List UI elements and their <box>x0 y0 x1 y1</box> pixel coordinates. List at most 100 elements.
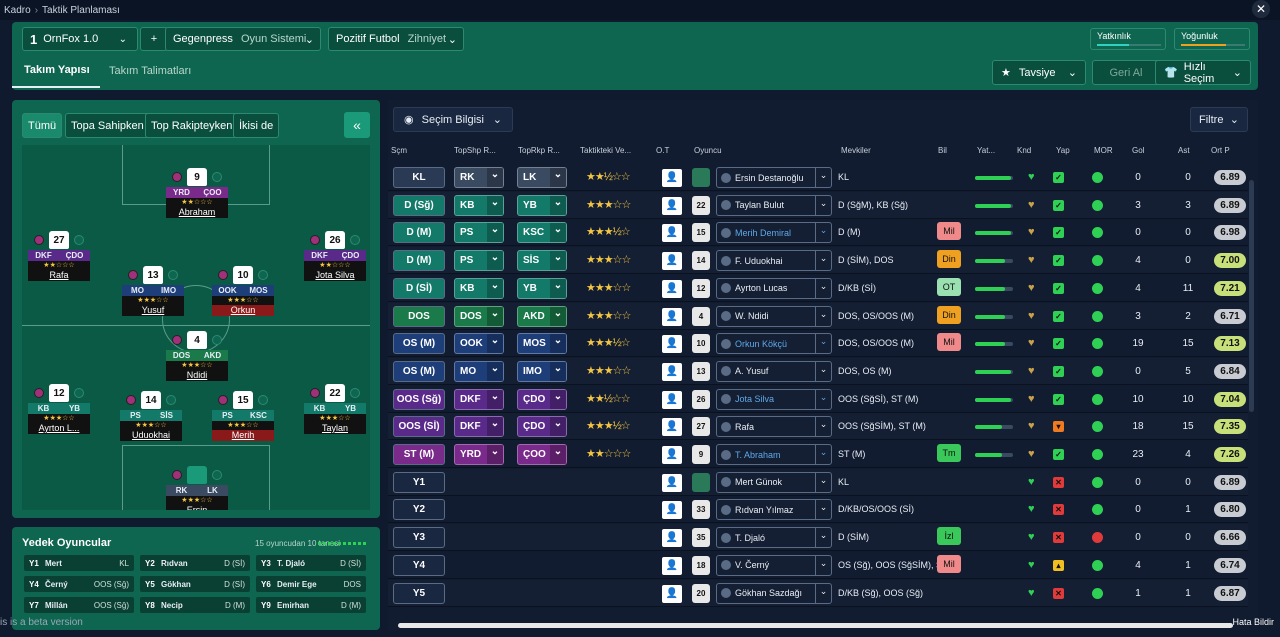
out-possession-role-select[interactable]: LK <box>517 167 567 188</box>
player-card-icon[interactable]: 👤 <box>662 169 682 187</box>
collapse-icon[interactable]: « <box>344 112 370 138</box>
player-select[interactable]: Mert Günok ⌄ <box>716 471 832 493</box>
position-slot[interactable]: Y4 <box>393 554 445 576</box>
position-slot[interactable]: D (Sğ) <box>393 194 445 216</box>
table-row[interactable]: D (M) PS SİS ★★★☆☆ 👤 14 F. Uduokhai⌄ D (SİM), D… <box>388 247 1248 275</box>
out-possession-role-select[interactable]: SİS <box>517 250 567 272</box>
bench-player[interactable]: Y3 T. Djaló D (Sİ) <box>256 555 366 571</box>
out-possession-role-select[interactable]: IMO <box>517 360 567 382</box>
player-card-icon[interactable]: 👤 <box>662 279 682 298</box>
position-slot[interactable]: KL <box>393 167 445 188</box>
out-possession-role-select[interactable]: YB <box>517 277 567 299</box>
add-tactic-button[interactable]: + <box>140 27 168 51</box>
pitch-player-name[interactable]: Jota Silva <box>304 270 366 281</box>
selection-info-button[interactable]: ◉ Seçim Bilgisi ⌄ <box>393 107 513 132</box>
position-slot[interactable]: Y1 <box>393 471 445 493</box>
pitch-player-name[interactable]: Abraham <box>166 207 228 218</box>
play-style-select[interactable]: Gegenpress Oyun Sistemi ⌄ <box>165 27 321 51</box>
out-possession-role-select[interactable]: MOS <box>517 333 567 355</box>
in-possession-role-select[interactable]: DOS <box>454 305 504 327</box>
out-possession-role-select[interactable]: ÇOO <box>517 444 567 465</box>
player-select[interactable]: Merih Demiral ⌄ <box>716 222 832 244</box>
position-slot[interactable]: D (M) <box>393 250 445 272</box>
table-row[interactable]: OOS (Sİ) DKF ÇDO ★★★½☆ 👤 27 Rafa⌄ OOS (SğSİM), … <box>388 413 1248 441</box>
pitch-player-name[interactable]: Ersin <box>166 505 228 510</box>
pitch-player[interactable]: 9 YRD ÇOO ★★☆☆☆ Abraham <box>166 167 228 218</box>
position-slot[interactable]: DOS <box>393 305 445 327</box>
bench-player[interactable]: Y1 Mert KL <box>24 555 134 571</box>
position-slot[interactable]: Y3 <box>393 527 445 549</box>
player-card-icon[interactable]: 👤 <box>662 252 682 271</box>
table-row[interactable]: ST (M) YRD ÇOO ★★☆☆☆ 👤 9 T. Abraham⌄ ST (M) Tm ♥ ✓… <box>388 441 1248 468</box>
tab-team-shape[interactable]: Takım Yapısı <box>24 64 90 76</box>
player-card-icon[interactable]: 👤 <box>662 529 682 548</box>
player-select[interactable]: W. Ndidi ⌄ <box>716 305 832 327</box>
player-card-icon[interactable]: 👤 <box>662 584 682 603</box>
mentality-select[interactable]: Pozitif Futbol Zihniyet ⌄ <box>328 27 464 51</box>
familiarity-meter[interactable]: Yatkınlık <box>1090 28 1166 50</box>
tactic-selector[interactable]: 1 OrnFox 1.0 ⌄ <box>22 27 138 51</box>
horizontal-scrollbar[interactable] <box>398 623 1233 628</box>
pitch-player-name[interactable]: Ayrton L... <box>28 423 90 434</box>
column-header[interactable]: Oyuncu <box>694 146 722 155</box>
pitch-player[interactable]: 12 KB YB ★★★☆☆ Ayrton L... <box>28 383 90 434</box>
bench-player[interactable]: Y4 Černý OOS (Sğ) <box>24 576 134 592</box>
pitch-player[interactable]: 27 DKF ÇDO ★★☆☆☆ Rafa <box>28 230 90 281</box>
column-header[interactable]: Mevkiler <box>841 146 871 155</box>
in-possession-role-select[interactable]: PS <box>454 222 504 244</box>
player-select[interactable]: Ayrton Lucas ⌄ <box>716 277 832 299</box>
position-slot[interactable]: ST (M) <box>393 444 445 465</box>
bench-player[interactable]: Y7 Millán OOS (Sğ) <box>24 597 134 613</box>
pitch-player-name[interactable]: Ndidi <box>166 370 228 381</box>
position-slot[interactable]: OS (M) <box>393 333 445 355</box>
player-card-icon[interactable]: 👤 <box>662 335 682 354</box>
column-header[interactable]: Yap <box>1056 146 1070 155</box>
vertical-scrollbar[interactable] <box>1249 180 1254 412</box>
table-row[interactable]: Y5 👤 20 Gökhan Sazdağı ⌄ D/KB (Sğ), OOS (Sğ) ♥… <box>388 579 1248 607</box>
advice-button[interactable]: ★ Tavsiye ⌄ <box>992 60 1086 85</box>
table-row[interactable]: KL RK LK ★★½☆☆ 👤 Ersin Destanoğlu⌄ KL ♥ ✓ 0 0 6.89 <box>388 164 1248 191</box>
in-possession-role-select[interactable]: PS <box>454 250 504 272</box>
position-slot[interactable]: OOS (Sİ) <box>393 416 445 438</box>
player-card-icon[interactable]: 👤 <box>662 473 682 492</box>
pitch-player-name[interactable]: Taylan <box>304 423 366 434</box>
table-row[interactable]: Y3 👤 35 T. Djaló ⌄ D (SİM) İzl ♥ ✕ 0 0 6.66 <box>388 524 1248 552</box>
bench-player[interactable]: Y5 Gökhan D (Sİ) <box>140 576 250 592</box>
filter-all[interactable]: Tümü <box>22 113 63 138</box>
player-select[interactable]: V. Černý ⌄ <box>716 554 832 576</box>
column-header[interactable]: O.T <box>656 146 670 155</box>
in-possession-role-select[interactable]: MO <box>454 360 504 382</box>
position-slot[interactable]: OS (M) <box>393 360 445 382</box>
player-card-icon[interactable]: 👤 <box>662 224 682 243</box>
pitch-player[interactable]: 13 MO IMO ★★★☆☆ Yusuf <box>122 265 184 316</box>
player-card-icon[interactable]: 👤 <box>662 390 682 409</box>
breadcrumb-root[interactable]: Kadro <box>4 4 31 16</box>
pitch-player-name[interactable]: Uduokhai <box>120 430 182 441</box>
filter-both[interactable]: İkisi de <box>233 113 280 138</box>
in-possession-role-select[interactable]: YRD <box>454 444 504 465</box>
table-row[interactable]: OS (M) OOK MOS ★★★½☆ 👤 10 Orkun Kökçü⌄ DOS, OS/… <box>388 330 1248 358</box>
table-row[interactable]: D (M) PS KSC ★★★½☆ 👤 15 Merih Demiral⌄ D (M) Mil… <box>388 219 1248 247</box>
player-select[interactable]: F. Uduokhai ⌄ <box>716 250 832 272</box>
pitch-player-name[interactable]: Merih <box>212 430 274 441</box>
pitch-player[interactable]: 4 DOS AKD ★★★☆☆ Ndidi <box>166 330 228 381</box>
column-header[interactable]: TopRkp R... <box>518 146 560 155</box>
column-header[interactable]: Yat... <box>977 146 996 155</box>
player-card-icon[interactable]: 👤 <box>662 196 682 215</box>
pitch-player-name[interactable]: Yusuf <box>122 305 184 316</box>
bench-player[interactable]: Y6 Demir Ege DOS <box>256 576 366 592</box>
column-header[interactable]: Taktikteki Ve... <box>580 146 632 155</box>
in-possession-role-select[interactable]: DKF <box>454 416 504 438</box>
player-card-icon[interactable]: 👤 <box>662 501 682 520</box>
column-header[interactable]: Gol <box>1132 146 1145 155</box>
bench-player[interactable]: Y8 Necip D (M) <box>140 597 250 613</box>
in-possession-role-select[interactable]: RK <box>454 167 504 188</box>
table-row[interactable]: DOS DOS AKD ★★★☆☆ 👤 4 W. Ndidi⌄ DOS, OS/OOS (M)… <box>388 302 1248 330</box>
player-card-icon[interactable]: 👤 <box>662 362 682 381</box>
filter-in-possession[interactable]: Topa Sahipken <box>65 113 150 138</box>
table-row[interactable]: OOS (Sğ) DKF ÇDO ★★½☆☆ 👤 26 Jota Silva⌄ OOS (Sğ… <box>388 386 1248 413</box>
bench-player[interactable]: Y2 Rıdvan D (Sİ) <box>140 555 250 571</box>
filter-out-of-possession[interactable]: Top Rakipteyken <box>145 113 239 138</box>
table-row[interactable]: D (Sğ) KB YB ★★★☆☆ 👤 22 Taylan Bulut⌄ D (SğM), … <box>388 191 1248 219</box>
position-slot[interactable]: OOS (Sğ) <box>393 388 445 410</box>
